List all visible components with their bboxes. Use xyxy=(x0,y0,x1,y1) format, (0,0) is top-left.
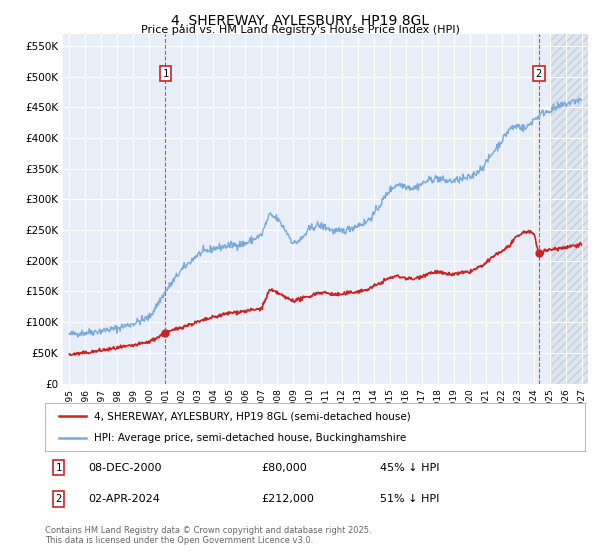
Bar xyxy=(550,34,590,384)
Text: 2: 2 xyxy=(536,68,542,78)
Text: 4, SHEREWAY, AYLESBURY, HP19 8GL: 4, SHEREWAY, AYLESBURY, HP19 8GL xyxy=(171,14,429,28)
Text: 51% ↓ HPI: 51% ↓ HPI xyxy=(380,494,439,504)
Text: Price paid vs. HM Land Registry's House Price Index (HPI): Price paid vs. HM Land Registry's House … xyxy=(140,25,460,35)
Text: £80,000: £80,000 xyxy=(261,463,307,473)
Text: 1: 1 xyxy=(163,68,169,78)
Text: Contains HM Land Registry data © Crown copyright and database right 2025.: Contains HM Land Registry data © Crown c… xyxy=(45,526,371,535)
Text: 02-APR-2024: 02-APR-2024 xyxy=(88,494,160,504)
Text: 08-DEC-2000: 08-DEC-2000 xyxy=(88,463,162,473)
Text: This data is licensed under the Open Government Licence v3.0.: This data is licensed under the Open Gov… xyxy=(45,536,313,545)
Text: 4, SHEREWAY, AYLESBURY, HP19 8GL (semi-detached house): 4, SHEREWAY, AYLESBURY, HP19 8GL (semi-d… xyxy=(94,411,410,421)
Text: HPI: Average price, semi-detached house, Buckinghamshire: HPI: Average price, semi-detached house,… xyxy=(94,433,406,443)
Text: 2: 2 xyxy=(55,494,62,504)
Text: £212,000: £212,000 xyxy=(261,494,314,504)
Text: 45% ↓ HPI: 45% ↓ HPI xyxy=(380,463,439,473)
Bar xyxy=(550,34,590,384)
Text: 1: 1 xyxy=(55,463,62,473)
